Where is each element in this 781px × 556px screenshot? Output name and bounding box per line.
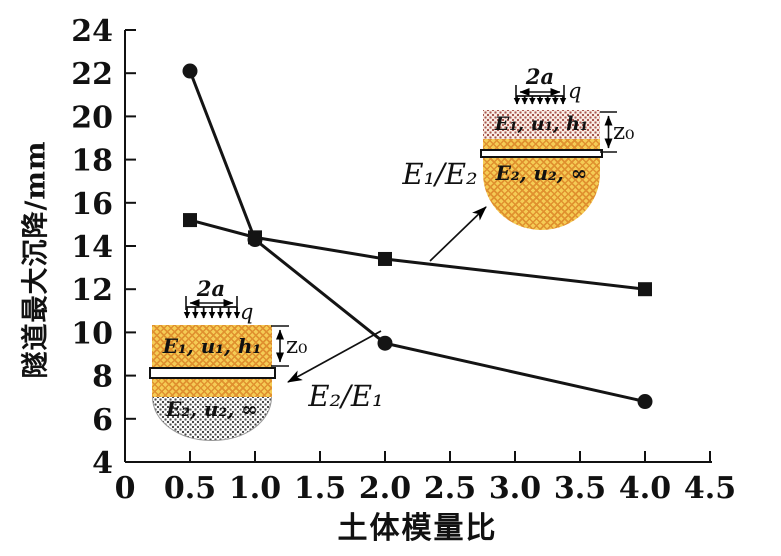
inset-lower-left-dimensions bbox=[183, 296, 289, 367]
curve-label-e1-e2: E₁/E₂ bbox=[402, 157, 478, 191]
data-point-circle bbox=[377, 335, 393, 351]
x-axis-title: 土体模量比 bbox=[337, 511, 498, 546]
tunnel-band bbox=[480, 149, 603, 158]
data-point-circle bbox=[247, 232, 263, 248]
x-tick-label: 4.0 bbox=[619, 471, 671, 506]
series-layer bbox=[182, 63, 653, 410]
y-tick-label: 10 bbox=[71, 316, 113, 351]
y-axis-title: 隧道最大沉降/mm bbox=[20, 140, 52, 379]
soil-layer-2-label: E₂, u₂, ∞ bbox=[166, 397, 258, 421]
x-tick-label: 2.5 bbox=[424, 471, 476, 506]
tunnel-band bbox=[149, 367, 276, 379]
soil-layer-1: E₁, u₁, h₁ bbox=[152, 325, 272, 367]
arrow-to-lower-left-inset bbox=[287, 330, 382, 383]
x-tick-label: 1.0 bbox=[229, 471, 281, 506]
soil-layer-1: E₁, u₁, h₁ bbox=[483, 110, 600, 139]
y-tick-label: 18 bbox=[71, 144, 113, 179]
load-width-label-upper: 2a bbox=[525, 64, 555, 89]
data-point-square bbox=[638, 282, 652, 297]
soil-layer-1-label: E₁, u₁, h₁ bbox=[162, 334, 262, 358]
soil-layer-2-label: E₂, u₂, ∞ bbox=[495, 161, 588, 185]
axes-layer: 0 0.5 1.0 1.5 2.0 2.5 3.0 3.5 4.0 4.5 4 6 8 10 12 14 16 1… bbox=[71, 14, 736, 506]
data-point-circle bbox=[182, 63, 198, 79]
x-tick-label: 3.5 bbox=[554, 471, 606, 506]
annotation-arrows bbox=[287, 206, 487, 383]
x-tick-label: 0 bbox=[115, 471, 136, 506]
y-tick-label: 16 bbox=[71, 187, 113, 222]
y-tick-label: 8 bbox=[92, 360, 113, 395]
load-label-lower: q bbox=[240, 300, 254, 324]
inset-upper-right-dimensions bbox=[513, 85, 617, 153]
y-tick-label: 20 bbox=[71, 100, 113, 135]
load-width-label-lower: 2a bbox=[196, 276, 226, 301]
depth-label-lower: z₀ bbox=[286, 333, 308, 359]
y-tick-label: 4 bbox=[92, 446, 113, 481]
y-tick-label: 22 bbox=[71, 57, 113, 92]
x-tick-label: 0.5 bbox=[164, 471, 216, 506]
y-tick-label: 14 bbox=[71, 230, 113, 265]
data-point-square bbox=[183, 213, 197, 228]
depth-label-upper: z₀ bbox=[613, 119, 635, 145]
curve-label-e2-e1: E₂/E₁ bbox=[308, 379, 384, 413]
load-label-upper: q bbox=[568, 79, 582, 103]
y-tick-label: 12 bbox=[71, 273, 113, 308]
x-tick-label: 3.0 bbox=[489, 471, 541, 506]
data-point-circle bbox=[637, 394, 653, 410]
soil-layer-2-above-tunnel bbox=[483, 139, 600, 149]
arrow-to-upper-right-inset bbox=[429, 206, 487, 262]
y-tick-label: 24 bbox=[71, 14, 113, 49]
x-tick-label: 4.5 bbox=[684, 471, 736, 506]
series-line-square bbox=[189, 218, 646, 291]
x-tick-label: 1.5 bbox=[294, 471, 346, 506]
series-line-circle bbox=[188, 70, 646, 403]
y-tick-label: 6 bbox=[92, 403, 113, 438]
soil-layer-1-label: E₁, u₁, h₁ bbox=[494, 113, 589, 135]
soil-layer-2: E₂, u₂, ∞ bbox=[152, 397, 272, 441]
data-point-square bbox=[378, 251, 392, 266]
x-tick-label: 2.0 bbox=[359, 471, 411, 506]
soil-layer-1-below-tunnel bbox=[152, 379, 272, 397]
